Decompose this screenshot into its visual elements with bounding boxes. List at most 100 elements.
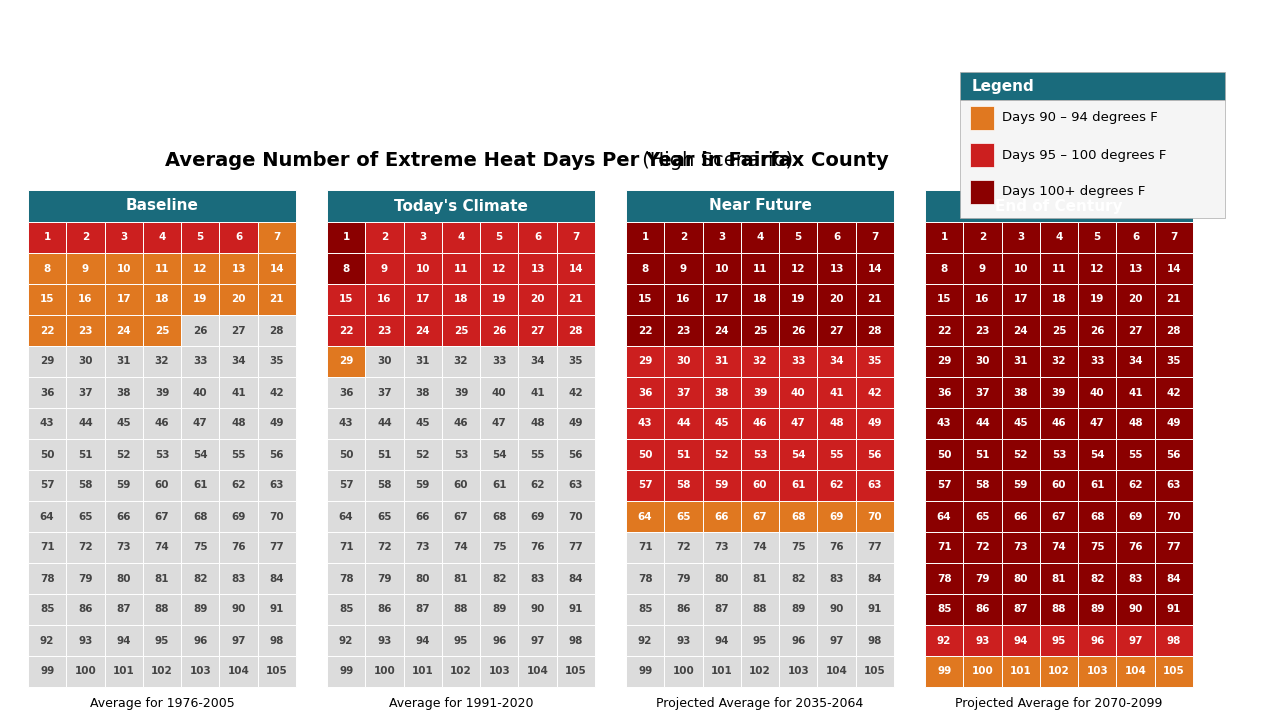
Text: 70: 70 bbox=[868, 511, 882, 521]
Bar bbox=[741, 563, 780, 594]
Text: 75: 75 bbox=[193, 542, 207, 552]
Text: 38: 38 bbox=[714, 387, 730, 397]
Text: 40: 40 bbox=[1091, 387, 1105, 397]
Text: 23: 23 bbox=[78, 325, 92, 336]
Text: 49: 49 bbox=[1166, 418, 1181, 428]
Bar bbox=[28, 656, 67, 687]
Text: 81: 81 bbox=[453, 574, 468, 583]
Bar bbox=[143, 346, 182, 377]
Text: 2: 2 bbox=[680, 233, 687, 243]
Text: 30: 30 bbox=[676, 356, 691, 366]
Text: 17: 17 bbox=[116, 294, 131, 305]
Bar bbox=[1039, 501, 1078, 532]
Bar bbox=[1116, 222, 1155, 253]
Bar bbox=[442, 532, 480, 563]
Text: 33: 33 bbox=[1091, 356, 1105, 366]
Bar bbox=[518, 501, 557, 532]
Text: 26: 26 bbox=[791, 325, 805, 336]
Text: 29: 29 bbox=[937, 356, 951, 366]
Text: 19: 19 bbox=[791, 294, 805, 305]
Text: 31: 31 bbox=[416, 356, 430, 366]
Text: 91: 91 bbox=[1166, 605, 1181, 614]
Bar bbox=[105, 439, 143, 470]
Bar bbox=[326, 253, 365, 284]
Text: 71: 71 bbox=[937, 542, 951, 552]
Text: 82: 82 bbox=[193, 574, 207, 583]
Bar bbox=[105, 377, 143, 408]
Text: 91: 91 bbox=[270, 605, 284, 614]
Text: 30: 30 bbox=[975, 356, 989, 366]
Bar bbox=[1116, 563, 1155, 594]
Text: 105: 105 bbox=[266, 667, 288, 677]
Text: 25: 25 bbox=[155, 325, 169, 336]
Bar bbox=[1001, 625, 1039, 656]
Text: 96: 96 bbox=[193, 636, 207, 646]
Text: 60: 60 bbox=[1052, 480, 1066, 490]
Text: 5: 5 bbox=[495, 233, 503, 243]
Bar bbox=[780, 656, 818, 687]
Bar bbox=[1039, 284, 1078, 315]
Bar bbox=[1039, 594, 1078, 625]
Text: 55: 55 bbox=[232, 449, 246, 459]
Text: 59: 59 bbox=[416, 480, 430, 490]
Bar bbox=[480, 222, 518, 253]
Bar bbox=[143, 532, 182, 563]
Text: 43: 43 bbox=[637, 418, 653, 428]
Bar bbox=[105, 501, 143, 532]
Bar bbox=[365, 501, 403, 532]
Text: 103: 103 bbox=[1087, 667, 1108, 677]
Bar bbox=[1155, 253, 1193, 284]
Text: 64: 64 bbox=[937, 511, 951, 521]
Text: 93: 93 bbox=[676, 636, 691, 646]
Bar bbox=[1155, 656, 1193, 687]
Text: 105: 105 bbox=[564, 667, 586, 677]
Bar bbox=[780, 563, 818, 594]
Bar bbox=[67, 284, 105, 315]
Bar bbox=[403, 594, 442, 625]
Text: 12: 12 bbox=[193, 264, 207, 274]
Text: Average for 1991-2020: Average for 1991-2020 bbox=[389, 696, 534, 709]
Bar bbox=[557, 222, 595, 253]
Bar bbox=[518, 284, 557, 315]
Text: 101: 101 bbox=[113, 667, 134, 677]
Bar bbox=[856, 222, 893, 253]
Bar bbox=[1039, 222, 1078, 253]
Bar bbox=[1155, 501, 1193, 532]
Bar bbox=[964, 377, 1001, 408]
Text: 8: 8 bbox=[941, 264, 947, 274]
Bar bbox=[818, 377, 856, 408]
Bar bbox=[442, 625, 480, 656]
Bar bbox=[1078, 408, 1116, 439]
Bar bbox=[219, 284, 257, 315]
Bar bbox=[1155, 439, 1193, 470]
Bar bbox=[856, 563, 893, 594]
Text: 32: 32 bbox=[453, 356, 468, 366]
Text: 99: 99 bbox=[637, 667, 653, 677]
Bar bbox=[518, 625, 557, 656]
Text: 24: 24 bbox=[714, 325, 730, 336]
Bar bbox=[1039, 563, 1078, 594]
Bar bbox=[326, 408, 365, 439]
Bar bbox=[703, 408, 741, 439]
Text: 6: 6 bbox=[1132, 233, 1139, 243]
Bar bbox=[182, 284, 219, 315]
Text: 65: 65 bbox=[676, 511, 691, 521]
Bar bbox=[1001, 346, 1039, 377]
Bar bbox=[664, 656, 703, 687]
Bar bbox=[1155, 284, 1193, 315]
Bar bbox=[1116, 253, 1155, 284]
Text: 53: 53 bbox=[753, 449, 767, 459]
Bar bbox=[557, 377, 595, 408]
Bar bbox=[1039, 532, 1078, 563]
Text: 94: 94 bbox=[416, 636, 430, 646]
Bar bbox=[1155, 408, 1193, 439]
Text: 95: 95 bbox=[155, 636, 169, 646]
Bar bbox=[856, 501, 893, 532]
Text: 105: 105 bbox=[1164, 667, 1185, 677]
Bar bbox=[143, 625, 182, 656]
Bar bbox=[105, 222, 143, 253]
Text: 94: 94 bbox=[714, 636, 730, 646]
Bar bbox=[664, 408, 703, 439]
Text: 58: 58 bbox=[378, 480, 392, 490]
Bar bbox=[257, 594, 296, 625]
